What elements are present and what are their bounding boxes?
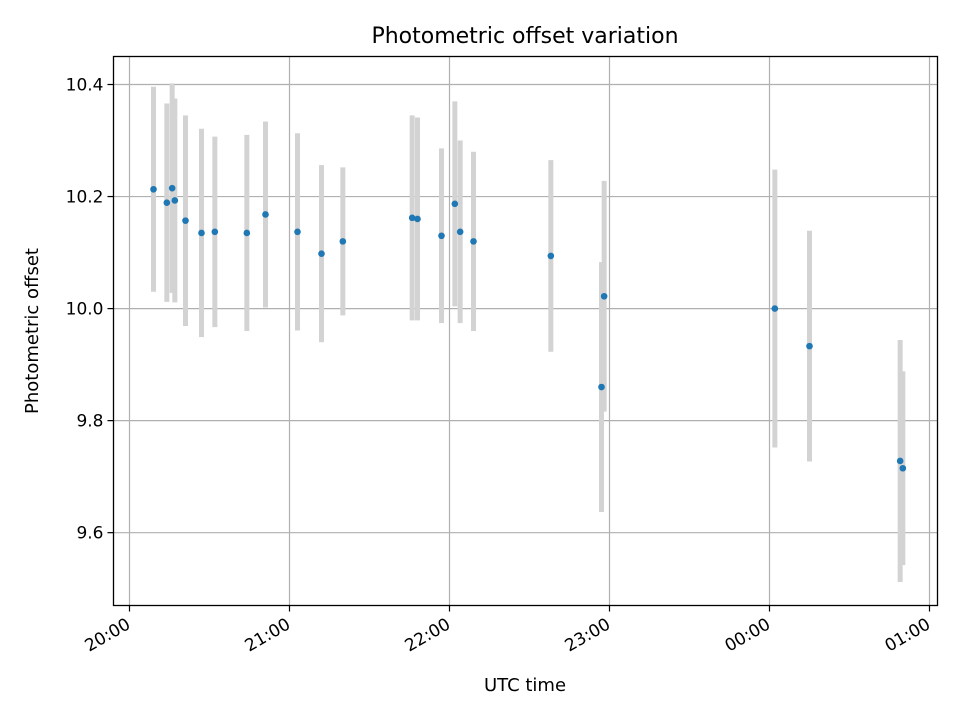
data-point	[408, 214, 416, 222]
data-point	[168, 184, 176, 192]
data-point	[806, 342, 813, 350]
data-point	[547, 252, 555, 260]
data-point	[771, 305, 779, 312]
data-point	[339, 238, 347, 245]
x-tick-label: 01:00	[882, 615, 934, 657]
data-point	[896, 457, 904, 465]
data-point	[150, 185, 157, 193]
data-point	[171, 197, 179, 204]
data-point	[211, 228, 219, 236]
data-point	[451, 200, 459, 208]
y-tick-label: 9.6	[76, 524, 103, 544]
data-point	[163, 199, 171, 207]
data-point	[899, 464, 907, 472]
data-point	[318, 250, 325, 257]
plot-frame	[112, 55, 939, 607]
data-point	[470, 238, 477, 245]
data-point	[262, 211, 269, 218]
data-points	[150, 184, 907, 472]
data-point	[598, 383, 605, 391]
y-tick-label: 10.4	[66, 76, 104, 96]
data-point	[414, 215, 421, 223]
chart-title: Photometric offset variation	[371, 24, 678, 49]
data-point	[198, 229, 205, 237]
y-axis-label: Photometric offset	[22, 248, 43, 414]
x-tick-label: 22:00	[402, 615, 454, 657]
x-axis-ticks: 20:00 21:00 22:00 23:00 00:00 01:00	[82, 605, 934, 657]
x-tick-label: 20:00	[82, 615, 134, 657]
data-point	[243, 229, 251, 237]
x-tick-label: 00:00	[722, 615, 774, 657]
data-point	[456, 228, 464, 236]
data-point	[438, 232, 445, 240]
grid	[113, 56, 938, 606]
y-tick-label: 10.0	[66, 300, 104, 320]
data-point	[600, 292, 608, 300]
x-tick-label: 23:00	[562, 615, 614, 657]
data-point	[294, 228, 301, 236]
x-tick-label: 21:00	[242, 615, 294, 657]
data-point	[182, 217, 189, 224]
y-axis-ticks: 9.6 9.8 10.0 10.2 10.4	[66, 76, 114, 544]
y-tick-label: 10.2	[66, 188, 104, 208]
y-tick-label: 9.8	[76, 412, 103, 432]
x-axis-label: UTC time	[484, 675, 566, 696]
error-bars	[151, 83, 906, 582]
